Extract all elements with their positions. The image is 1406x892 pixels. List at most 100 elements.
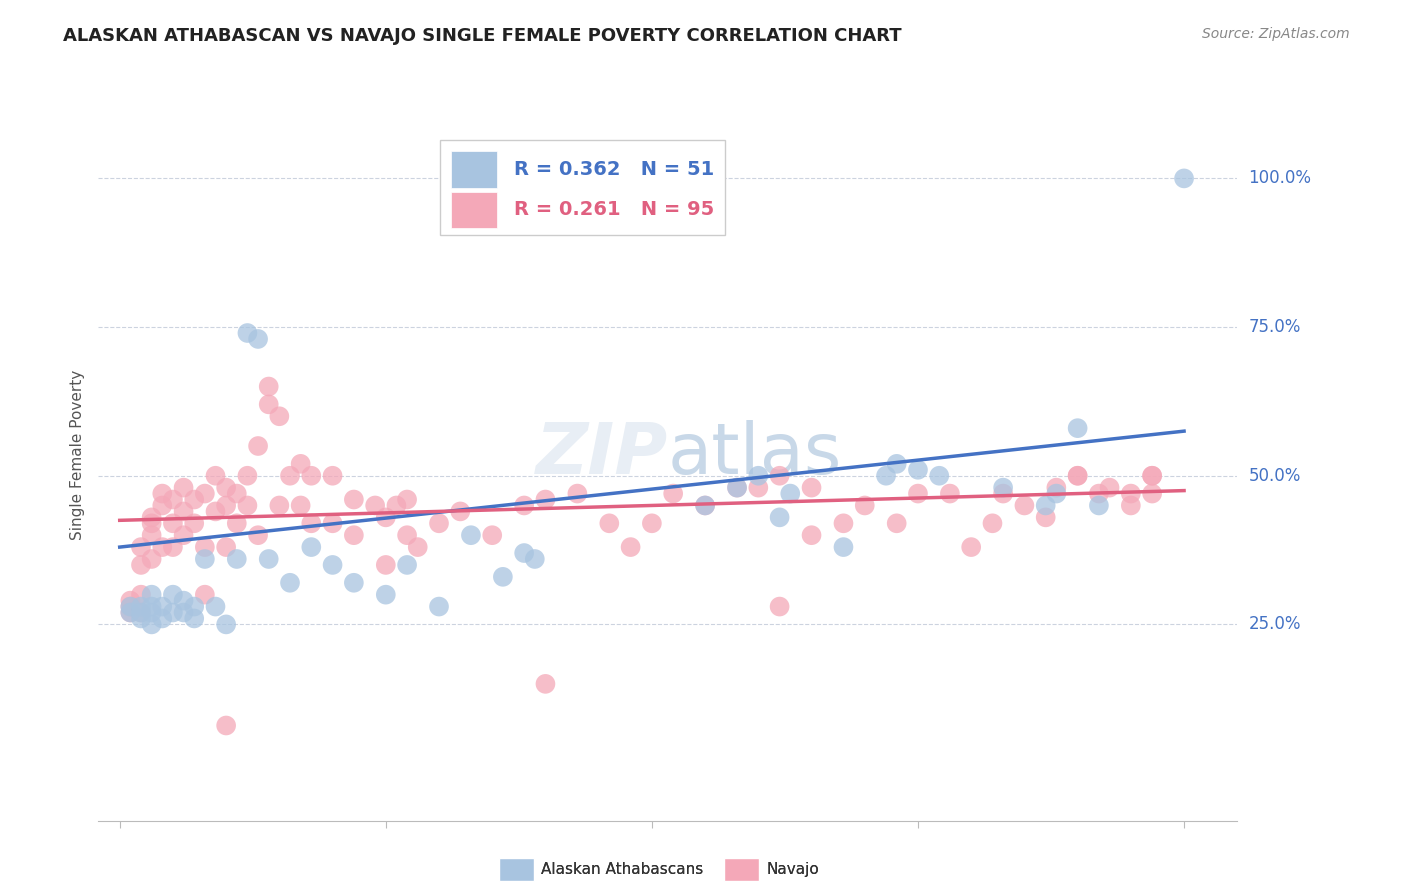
Point bbox=[513, 499, 536, 513]
Text: R = 0.362   N = 51: R = 0.362 N = 51 bbox=[515, 161, 714, 179]
Point bbox=[1119, 486, 1142, 500]
Point bbox=[236, 326, 259, 340]
Point bbox=[523, 552, 546, 566]
Point bbox=[150, 611, 173, 625]
Text: □: □ bbox=[509, 858, 531, 881]
Point bbox=[150, 599, 173, 614]
Point bbox=[247, 439, 270, 453]
Point bbox=[173, 593, 195, 607]
Point bbox=[322, 468, 344, 483]
Point bbox=[225, 516, 247, 531]
Point bbox=[1140, 468, 1163, 483]
Point bbox=[173, 481, 195, 495]
Point bbox=[481, 528, 503, 542]
Point bbox=[141, 528, 163, 542]
Point bbox=[1045, 486, 1067, 500]
Point bbox=[768, 510, 790, 524]
Point bbox=[120, 593, 142, 607]
Point bbox=[150, 540, 173, 554]
Point bbox=[141, 588, 163, 602]
Point bbox=[406, 540, 429, 554]
Point bbox=[725, 481, 748, 495]
Point bbox=[853, 499, 876, 513]
Point bbox=[534, 492, 557, 507]
Point bbox=[1045, 481, 1067, 495]
Point bbox=[120, 606, 142, 620]
Point bbox=[162, 588, 184, 602]
Point bbox=[981, 516, 1004, 531]
Point bbox=[662, 486, 685, 500]
Point bbox=[299, 468, 322, 483]
Point bbox=[236, 499, 259, 513]
Point bbox=[939, 486, 962, 500]
Point bbox=[215, 540, 238, 554]
Point bbox=[449, 504, 471, 518]
Point bbox=[800, 528, 823, 542]
Text: Alaskan Athabascans: Alaskan Athabascans bbox=[541, 863, 703, 877]
Point bbox=[427, 599, 450, 614]
Point bbox=[194, 540, 217, 554]
Point bbox=[299, 516, 322, 531]
Point bbox=[343, 528, 366, 542]
Point bbox=[194, 486, 217, 500]
Point bbox=[129, 599, 152, 614]
Text: 50.0%: 50.0% bbox=[1249, 467, 1301, 484]
Point bbox=[875, 468, 897, 483]
Point bbox=[183, 516, 205, 531]
Point bbox=[1140, 468, 1163, 483]
Point bbox=[322, 558, 344, 572]
Point bbox=[120, 599, 142, 614]
Point bbox=[427, 516, 450, 531]
Point bbox=[907, 463, 929, 477]
Point bbox=[257, 397, 280, 411]
Point bbox=[364, 499, 387, 513]
Point bbox=[513, 546, 536, 560]
Point bbox=[1066, 468, 1088, 483]
Text: ALASKAN ATHABASCAN VS NAVAJO SINGLE FEMALE POVERTY CORRELATION CHART: ALASKAN ATHABASCAN VS NAVAJO SINGLE FEMA… bbox=[63, 27, 901, 45]
Point bbox=[492, 570, 515, 584]
Point bbox=[129, 606, 152, 620]
Point bbox=[150, 486, 173, 500]
Point bbox=[800, 481, 823, 495]
FancyBboxPatch shape bbox=[451, 192, 498, 228]
Point bbox=[598, 516, 620, 531]
Point bbox=[204, 504, 226, 518]
Text: 100.0%: 100.0% bbox=[1249, 169, 1312, 187]
Point bbox=[162, 540, 184, 554]
Point bbox=[215, 617, 238, 632]
Point bbox=[150, 499, 173, 513]
Point bbox=[215, 718, 238, 732]
Point bbox=[396, 492, 419, 507]
Point bbox=[120, 606, 142, 620]
Point bbox=[290, 499, 312, 513]
Point bbox=[269, 409, 291, 424]
Point bbox=[129, 540, 152, 554]
Point bbox=[960, 540, 983, 554]
Point bbox=[247, 332, 270, 346]
Point bbox=[991, 486, 1014, 500]
Point bbox=[194, 588, 217, 602]
Point bbox=[374, 588, 396, 602]
Point bbox=[204, 599, 226, 614]
Point bbox=[215, 499, 238, 513]
Point bbox=[1098, 481, 1121, 495]
Point bbox=[907, 486, 929, 500]
Point bbox=[183, 611, 205, 625]
Text: 25.0%: 25.0% bbox=[1249, 615, 1301, 633]
Point bbox=[396, 528, 419, 542]
Point bbox=[236, 468, 259, 483]
Point bbox=[1088, 486, 1111, 500]
Point bbox=[343, 492, 366, 507]
Point bbox=[183, 492, 205, 507]
Point bbox=[1035, 499, 1057, 513]
Point bbox=[396, 558, 419, 572]
Text: R = 0.261   N = 95: R = 0.261 N = 95 bbox=[515, 201, 714, 219]
Point bbox=[173, 528, 195, 542]
Point bbox=[129, 606, 152, 620]
Point bbox=[768, 599, 790, 614]
Point bbox=[247, 528, 270, 542]
Point bbox=[162, 492, 184, 507]
Point bbox=[278, 468, 301, 483]
Point bbox=[460, 528, 482, 542]
Point bbox=[832, 516, 855, 531]
